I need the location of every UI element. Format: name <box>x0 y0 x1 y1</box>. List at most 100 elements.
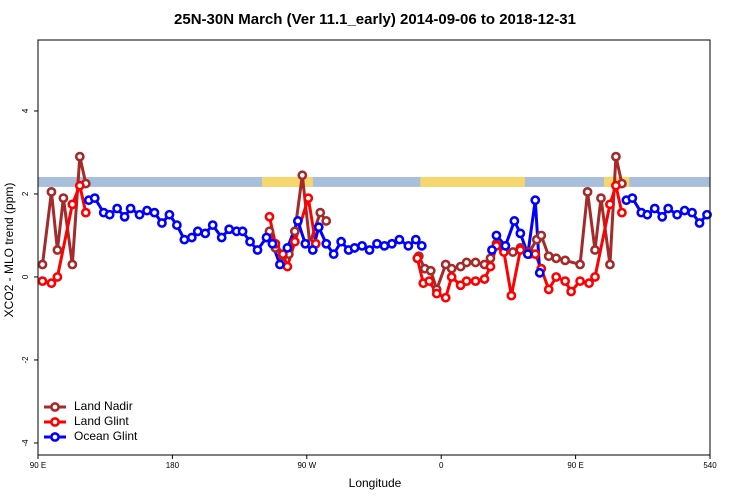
point <box>616 207 627 218</box>
point <box>349 243 360 253</box>
point <box>37 259 48 270</box>
point <box>112 203 123 214</box>
point <box>387 238 397 249</box>
point <box>275 259 285 270</box>
point <box>46 278 57 289</box>
point <box>551 272 562 282</box>
point <box>506 290 517 301</box>
point <box>440 292 451 303</box>
point <box>37 276 48 287</box>
x-tick-label: 90 E <box>30 461 46 470</box>
point <box>560 255 571 266</box>
point <box>536 230 547 241</box>
ocean-band <box>38 176 710 187</box>
point <box>297 170 308 181</box>
x-axis-label: Longitude <box>349 476 402 490</box>
point <box>479 274 490 284</box>
point <box>321 238 332 249</box>
point <box>534 267 545 278</box>
point <box>543 251 554 262</box>
point <box>134 209 145 220</box>
point <box>491 230 502 241</box>
point <box>575 259 585 270</box>
point <box>627 193 638 204</box>
point <box>507 247 518 257</box>
point <box>605 199 615 210</box>
y-axis-label: XCO2 - MLO trend (ppm) <box>2 183 16 318</box>
x-tick-label: 540 <box>703 461 717 470</box>
point <box>89 193 100 204</box>
point <box>80 207 91 218</box>
point <box>642 209 653 220</box>
y-tick-label: 2 <box>21 191 30 196</box>
point <box>119 211 130 222</box>
point <box>52 245 63 255</box>
point <box>575 276 585 287</box>
point <box>560 276 571 287</box>
point <box>470 257 481 268</box>
point <box>446 263 457 274</box>
point <box>679 205 690 216</box>
point <box>412 253 423 264</box>
point <box>245 236 255 247</box>
point <box>551 253 562 264</box>
point <box>321 216 332 226</box>
point <box>584 278 594 289</box>
point <box>252 245 263 255</box>
point <box>289 226 300 237</box>
point <box>543 284 554 295</box>
point <box>485 253 496 264</box>
point <box>694 218 705 228</box>
legend-label: Land Nadir <box>74 399 133 413</box>
point <box>485 261 496 272</box>
point <box>424 276 435 287</box>
legend-marker <box>50 402 60 412</box>
point <box>267 238 278 249</box>
point <box>416 240 427 251</box>
point <box>663 203 674 214</box>
point <box>207 220 218 230</box>
point <box>52 272 63 282</box>
point <box>672 209 683 220</box>
point <box>687 207 697 218</box>
point <box>596 193 606 204</box>
chart-title: 25N-30N March (Ver 11.1_early) 2014-09-0… <box>174 11 576 28</box>
point <box>509 216 520 226</box>
point <box>611 180 621 191</box>
point <box>328 249 339 260</box>
y-tick-label: -2 <box>21 356 30 364</box>
point <box>46 186 57 197</box>
point <box>410 234 421 245</box>
point <box>336 236 347 247</box>
point <box>590 245 600 255</box>
x-tick-label: 180 <box>166 461 180 470</box>
point <box>315 207 326 218</box>
point <box>171 220 182 230</box>
point <box>590 272 600 282</box>
point <box>470 276 481 287</box>
point <box>58 193 69 204</box>
legend-marker <box>50 432 60 442</box>
point <box>582 186 593 197</box>
point <box>313 222 324 233</box>
point <box>67 259 78 270</box>
point <box>461 276 472 287</box>
x-tick-label: 90 E <box>567 461 583 470</box>
point <box>566 286 577 297</box>
point <box>611 151 621 162</box>
land-band <box>420 176 525 187</box>
point <box>216 232 227 243</box>
legend-label: Ocean Glint <box>74 429 138 443</box>
point <box>522 249 533 260</box>
point <box>431 288 442 299</box>
point <box>292 216 303 226</box>
point <box>461 257 472 268</box>
plot-frame <box>37 39 711 456</box>
point <box>261 232 272 243</box>
point <box>487 245 497 255</box>
point <box>157 218 167 228</box>
point <box>74 180 85 191</box>
point <box>300 238 311 249</box>
y-tick-label: -4 <box>21 439 30 447</box>
point <box>702 209 712 220</box>
